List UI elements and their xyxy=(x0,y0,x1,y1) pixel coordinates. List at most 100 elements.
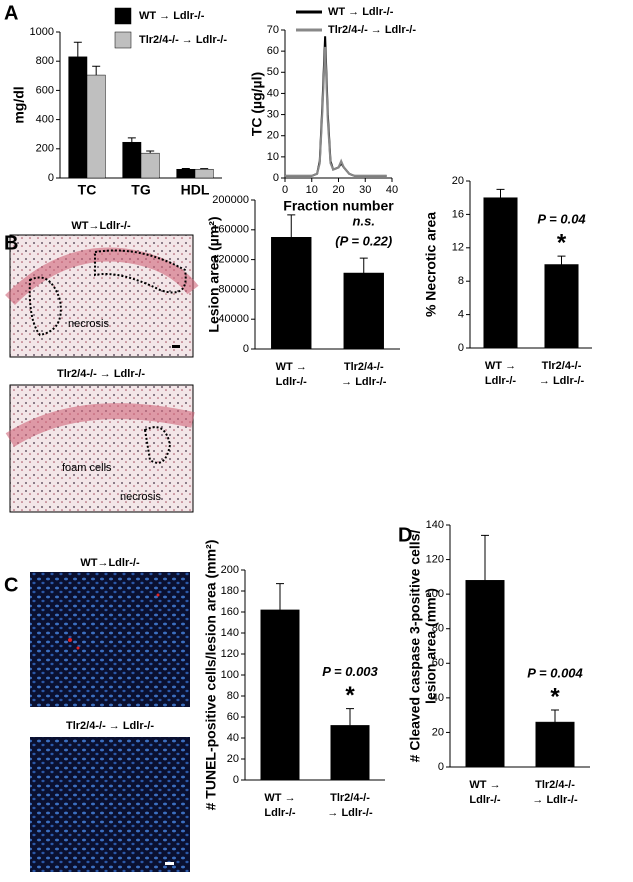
y-tick-label: 100 xyxy=(221,669,239,681)
y-tick-label: 160 xyxy=(221,606,239,618)
error-bar xyxy=(496,188,505,198)
annotation: n.s. xyxy=(353,214,375,229)
bar xyxy=(535,721,575,768)
y-axis-label: mg/dl xyxy=(11,86,27,123)
image-label: necrosis xyxy=(120,491,161,503)
legend-swatch xyxy=(114,7,132,25)
x-tick-label: → Ldlr-/- xyxy=(539,375,585,387)
legend-label: Tlr2/4-/- → Ldlr-/- xyxy=(139,34,227,46)
y-tick-label: 40000 xyxy=(218,313,249,325)
error-bar xyxy=(92,65,101,76)
x-tick-label: → Ldlr-/- xyxy=(327,807,373,819)
y-tick-label: 140 xyxy=(426,519,444,531)
annotation: P = 0.004 xyxy=(527,665,583,680)
image-caption: WT→Ldlr-/- xyxy=(71,220,131,232)
x-tick-label: Tlr2/4-/- xyxy=(535,779,575,791)
x-tick-label: → Ldlr-/- xyxy=(341,376,387,388)
y-tick-label: 80 xyxy=(432,623,444,635)
annotation: (P = 0.22) xyxy=(335,234,392,249)
y-tick-label: 50 xyxy=(267,66,279,78)
tunel-signal xyxy=(76,646,80,650)
bar xyxy=(544,264,579,349)
y-tick-label: 60 xyxy=(432,657,444,669)
x-tick-label: WT → xyxy=(276,361,307,373)
y-tick-label: 100 xyxy=(426,588,444,600)
y-tick-label: 40 xyxy=(267,87,279,99)
x-tick-label: 30 xyxy=(359,184,371,196)
error-bar xyxy=(359,257,368,274)
bar xyxy=(194,168,214,179)
y-axis-label: # Cleaved caspase 3-positive cells/ xyxy=(407,530,423,763)
y-tick-label: 40 xyxy=(227,732,239,744)
image-caption: WT→Ldlr-/- xyxy=(80,557,140,569)
x-tick-label: Ldlr-/- xyxy=(276,376,307,388)
bar xyxy=(330,725,370,781)
y-tick-label: 120 xyxy=(426,553,444,565)
x-tick-label: TG xyxy=(131,182,151,198)
y-tick-label: 200 xyxy=(36,143,54,155)
image-label: necrosis xyxy=(68,318,109,330)
legend-label: Tlr2/4-/- → Ldlr-/- xyxy=(328,24,416,36)
panel-letter: A xyxy=(4,2,18,24)
bar xyxy=(260,609,300,781)
error-bar xyxy=(551,709,559,723)
y-tick-label: 8 xyxy=(458,275,464,287)
x-tick-label: Ldlr-/- xyxy=(485,375,516,387)
y-tick-label: 0 xyxy=(243,343,249,355)
x-tick-label: TC xyxy=(78,182,97,198)
y-tick-label: 160000 xyxy=(212,224,249,236)
scale-bar xyxy=(165,862,174,865)
fluorescence-image xyxy=(30,737,190,872)
x-tick-label: Ldlr-/- xyxy=(264,807,295,819)
x-tick-label: Tlr2/4-/- xyxy=(542,360,582,372)
y-tick-label: 0 xyxy=(48,172,54,184)
y-tick-label: 400 xyxy=(36,114,54,126)
error-bar xyxy=(73,41,82,57)
x-axis-label: Fraction number xyxy=(283,198,394,214)
legend-swatch xyxy=(114,31,132,49)
line xyxy=(285,46,387,177)
image-caption: Tlr2/4-/- → Ldlr-/- xyxy=(66,720,154,732)
y-tick-label: 0 xyxy=(273,172,279,184)
y-axis-label: # TUNEL-positive cells/lesion area (mm²) xyxy=(203,540,219,811)
legend-label: WT → Ldlr-/- xyxy=(328,6,394,18)
y-axis-label: lesion area (mm²) xyxy=(423,588,439,704)
x-tick-label: WT → xyxy=(485,360,516,372)
tunel-signal xyxy=(68,638,72,642)
error-bar xyxy=(200,168,209,170)
annotation: * xyxy=(550,683,560,710)
y-tick-label: 0 xyxy=(438,761,444,773)
y-tick-label: 16 xyxy=(452,208,464,220)
x-tick-label: WT → xyxy=(264,792,295,804)
annotation: P = 0.003 xyxy=(322,664,378,679)
y-tick-label: 10 xyxy=(267,151,279,163)
y-axis-label: TC (µg/µl) xyxy=(249,72,265,136)
y-tick-label: 120000 xyxy=(212,254,249,266)
y-tick-label: 20 xyxy=(227,753,239,765)
y-axis-label: % Necrotic area xyxy=(423,212,439,317)
bar xyxy=(122,141,142,179)
x-tick-label: 10 xyxy=(306,184,318,196)
y-tick-label: 30 xyxy=(267,108,279,120)
y-tick-label: 20 xyxy=(452,175,464,187)
y-tick-label: 40 xyxy=(432,692,444,704)
annotation: * xyxy=(345,682,355,709)
bar xyxy=(465,580,505,768)
y-tick-label: 200 xyxy=(221,564,239,576)
y-tick-label: 80000 xyxy=(218,283,249,295)
bar xyxy=(68,56,88,179)
line xyxy=(285,36,387,177)
x-tick-label: Tlr2/4-/- xyxy=(344,361,384,373)
panel-letter: D xyxy=(398,524,412,546)
y-tick-label: 600 xyxy=(36,84,54,96)
y-tick-label: 4 xyxy=(458,309,464,321)
annotation: * xyxy=(557,229,567,256)
y-tick-label: 20 xyxy=(432,726,444,738)
error-bar xyxy=(181,168,190,170)
x-tick-label: 40 xyxy=(386,184,398,196)
bar xyxy=(483,197,518,349)
y-tick-label: 1000 xyxy=(30,26,54,38)
error-bar xyxy=(146,150,155,154)
legend-label: WT → Ldlr-/- xyxy=(139,10,205,22)
panel-letter: C xyxy=(4,574,18,596)
